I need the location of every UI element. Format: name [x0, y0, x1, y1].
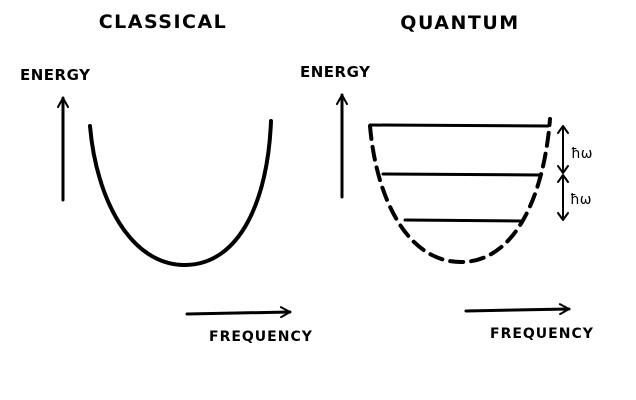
classical-title: CLASSICAL — [99, 11, 228, 33]
level-spacing-label-lower: ħω — [570, 192, 591, 208]
classical-frequency-arrow — [185, 306, 292, 319]
quantum-frequency-arrow — [464, 303, 571, 316]
quantum-title: QUANTUM — [400, 12, 519, 34]
quantum-panel: QUANTUM ENERGY ħω ħω FREQUENCY — [300, 12, 594, 342]
quantum-energy-label: ENERGY — [300, 63, 371, 81]
classical-frequency-label: FREQUENCY — [209, 329, 313, 345]
quantum-energy-level-1 — [403, 218, 523, 223]
quantum-energy-level-2 — [381, 172, 541, 177]
quantum-frequency-label: FREQUENCY — [490, 326, 594, 342]
quantum-dashed-parabola — [368, 117, 552, 264]
level-spacing-indicator-lower — [557, 174, 569, 221]
quantum-energy-level-3 — [368, 123, 550, 128]
level-spacing-label-upper: ħω — [571, 146, 592, 162]
classical-parabola — [88, 119, 273, 268]
classical-panel: CLASSICAL ENERGY FREQUENCY — [20, 11, 313, 345]
level-spacing-indicator-upper — [557, 125, 569, 174]
classical-energy-label: ENERGY — [20, 66, 91, 84]
